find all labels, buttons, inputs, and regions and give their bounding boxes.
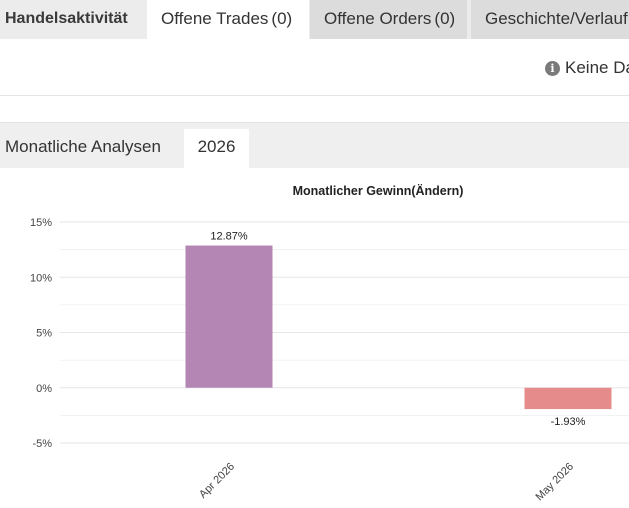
tab-count: (0) [271, 9, 293, 28]
trade-tabs: Handelsaktivität Offene Trades (0) Offene… [0, 0, 629, 39]
x-tick-label: May 2026 [533, 461, 576, 503]
chart-svg: Monatlicher Gewinn(Ändern) 15% 10% 5% 0% -5%… [30, 183, 629, 504]
y-tick-label: 15% [30, 217, 52, 229]
x-tick-label: Apr 2026 [197, 461, 237, 501]
tab-label: Offene Orders [324, 9, 432, 28]
chart-grid [60, 221, 629, 444]
bar-may-2026[interactable] [524, 387, 612, 410]
tab-label: Geschichte/Verlauf [485, 9, 628, 28]
y-tick-label: 0% [36, 383, 52, 395]
x-axis-ticks: Apr 2026 May 2026 [197, 461, 576, 504]
chart-bars [185, 245, 612, 410]
section-title: Monatliche Analysen [5, 137, 161, 156]
empty-state-message: Keine Daten [565, 58, 629, 77]
tab-geschichte-verlauf[interactable]: Geschichte/Verlauf [471, 0, 629, 39]
bar-apr-2026[interactable] [185, 245, 273, 388]
tab-label: Handelsaktivität [5, 10, 128, 27]
bar-value-label: 12.87% [210, 231, 248, 243]
y-tick-label: 5% [36, 328, 52, 340]
monthly-profit-chart: Monatlicher Gewinn(Ändern) 15% 10% 5% 0% -5%… [0, 167, 629, 503]
tab-count: (0) [434, 9, 456, 28]
y-tick-label: -5% [32, 438, 52, 450]
y-axis-ticks: 15% 10% 5% 0% -5% [30, 217, 52, 450]
y-tick-label: 10% [30, 272, 52, 284]
tab-label: Offene Trades [161, 9, 269, 28]
empty-state-row: i Keine Daten [0, 39, 629, 96]
tab-offene-trades[interactable]: Offene Trades (0) [147, 0, 309, 39]
chart-title: Monatlicher Gewinn(Ändern) [293, 183, 464, 198]
tab-handelsaktivitaet[interactable]: Handelsaktivität [0, 0, 147, 39]
info-icon: i [545, 61, 560, 76]
spacer [0, 96, 629, 122]
monthly-analysis-header: Monatliche Analysen 2026 [0, 122, 629, 168]
tab-year[interactable]: 2026 [184, 129, 249, 168]
bar-value-labels: 12.87% -1.93% [210, 231, 585, 429]
tab-offene-orders[interactable]: Offene Orders (0) [310, 0, 467, 39]
bar-value-label: -1.93% [551, 416, 586, 428]
